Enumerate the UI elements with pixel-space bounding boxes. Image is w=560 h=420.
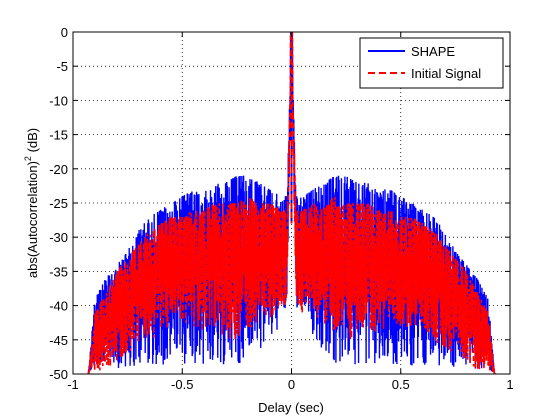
y-tick-label: -10: [49, 93, 68, 108]
y-tick-label: 0: [61, 25, 68, 40]
y-tick-label: -50: [49, 367, 68, 382]
y-tick-label: -25: [49, 196, 68, 211]
legend: SHAPE Initial Signal: [359, 37, 504, 89]
y-tick-label: -30: [49, 230, 68, 245]
legend-label-initial: Initial Signal: [411, 66, 481, 81]
legend-label-shape: SHAPE: [411, 44, 455, 59]
x-tick-label: -1: [67, 377, 79, 392]
x-tick-label: 1: [506, 377, 513, 392]
x-tick-label: 0: [288, 377, 295, 392]
y-axis-label-superscript: 2: [23, 156, 33, 161]
y-tick-label: -35: [49, 264, 68, 279]
x-axis-label: Delay (sec): [258, 400, 324, 415]
legend-box: [359, 37, 504, 89]
y-tick-label: -5: [56, 59, 68, 74]
y-tick-label: -20: [49, 162, 68, 177]
x-tick-label: 0.5: [392, 377, 410, 392]
series-line-initial-signal: [87, 32, 496, 374]
y-axis-label: abs(Autocorrelation)2 (dB): [23, 128, 40, 278]
y-axis-label-main: abs(Autocorrelation): [25, 161, 40, 278]
y-tick-label: -40: [49, 299, 68, 314]
x-tick-label: -0.5: [171, 377, 193, 392]
y-tick-label: -15: [49, 128, 68, 143]
axis-ticks: -1 -0.5 0 0.5 1 0 -5 -10 -15 -20 -25 -30 -35 -40 -45 -5…: [49, 25, 513, 392]
y-tick-label: -45: [49, 333, 68, 348]
y-axis-label-unit: (dB): [25, 128, 40, 156]
series-layer: [87, 32, 496, 374]
